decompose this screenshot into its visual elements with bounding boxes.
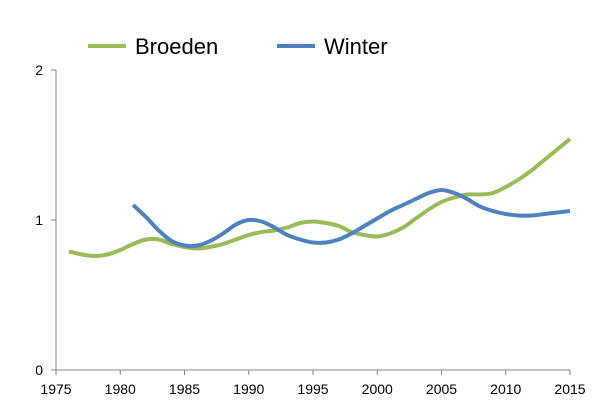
y-axis: 0 1 2: [35, 62, 57, 378]
legend-item-broeden: Broeden: [88, 34, 218, 59]
legend-label-winter: Winter: [324, 34, 388, 59]
x-tick-label: 2000: [362, 381, 393, 397]
x-tick-label: 1980: [105, 381, 136, 397]
x-tick-label: 1995: [297, 381, 328, 397]
y-tick-label: 0: [35, 362, 43, 378]
x-tick-label: 2010: [490, 381, 521, 397]
y-tick-label: 1: [35, 212, 43, 228]
x-tick-label: 1975: [40, 381, 71, 397]
legend: Broeden Winter: [88, 34, 388, 59]
legend-item-winter: Winter: [277, 34, 388, 59]
x-axis: 1975 1980 1985 1990 1995 2000 2005 2010 2015: [40, 369, 586, 397]
x-tick-label: 1990: [233, 381, 264, 397]
x-tick-label: 1985: [169, 381, 200, 397]
x-tick-label: 2015: [554, 381, 585, 397]
series-line-winter: [131, 188, 571, 249]
legend-label-broeden: Broeden: [135, 34, 218, 59]
y-tick-label: 2: [35, 62, 43, 78]
series-line-broeden: [68, 137, 572, 258]
series-lines: [68, 137, 572, 258]
x-tick-label: 2005: [426, 381, 457, 397]
